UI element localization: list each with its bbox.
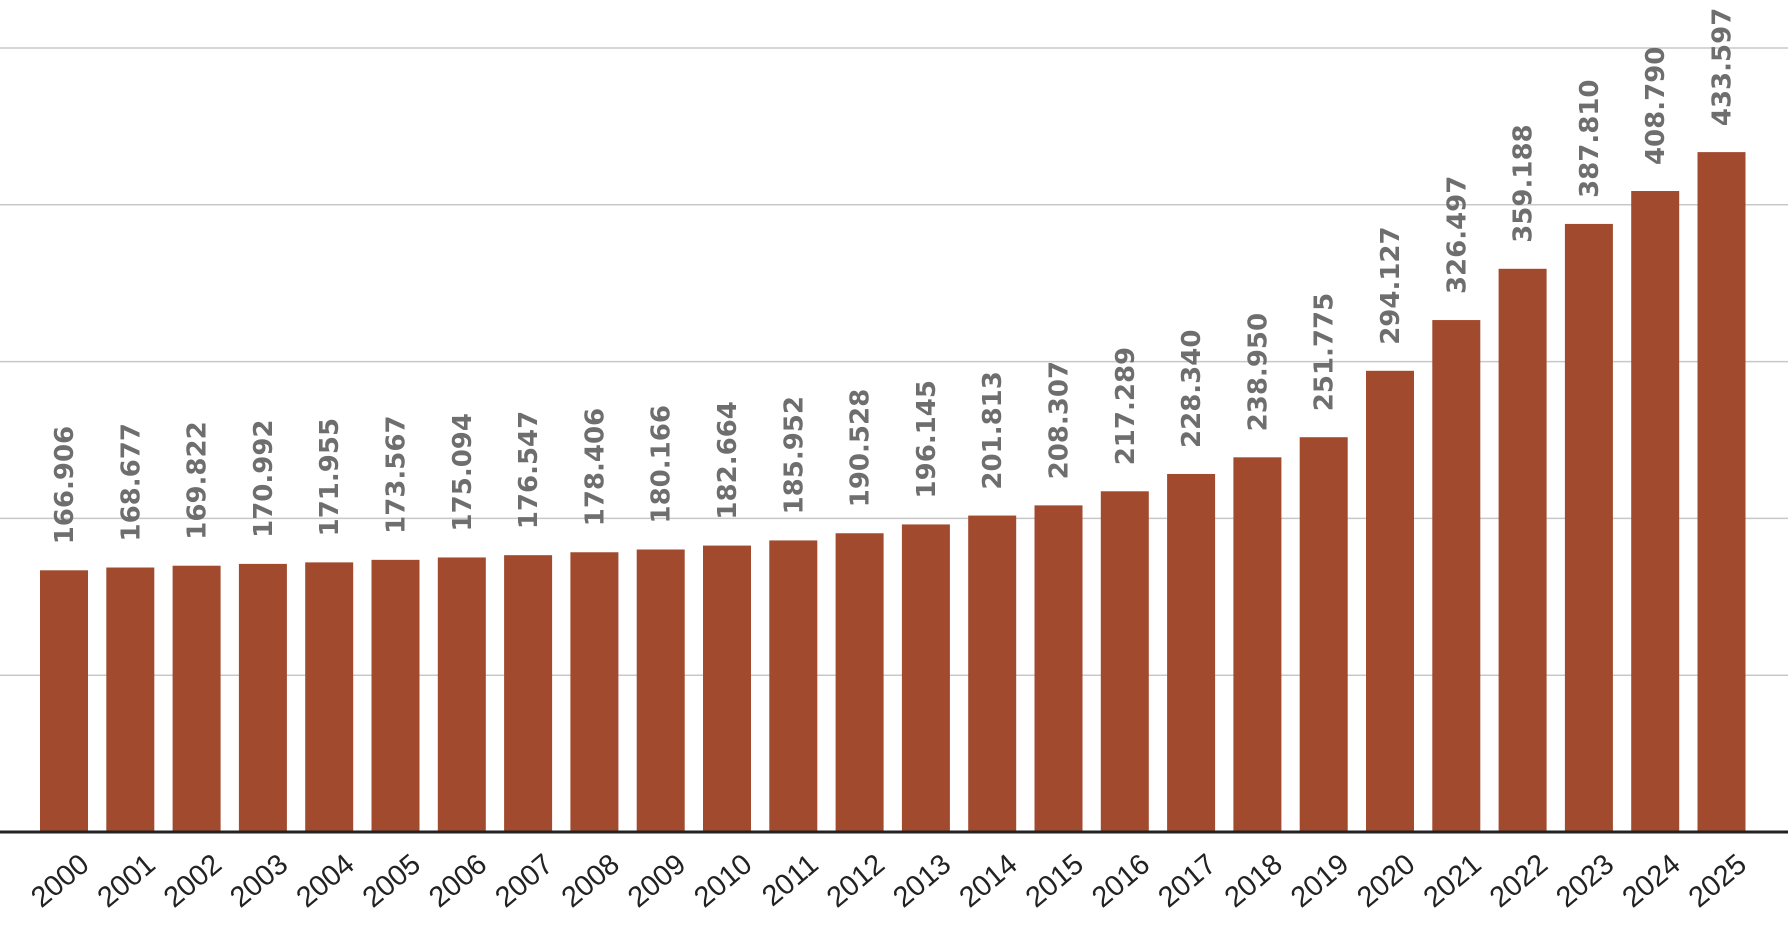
x-tick-label-2010: 2010: [688, 848, 758, 914]
x-tick-labels: 2000200120022003200420052006200720082009…: [25, 848, 1752, 914]
data-label-2025: 433.597: [1708, 8, 1738, 126]
x-tick-label-2021: 2021: [1418, 848, 1488, 914]
data-label-2021: 326.497: [1442, 176, 1472, 294]
x-tick-label-2014: 2014: [954, 848, 1024, 914]
x-tick-label-2022: 2022: [1484, 848, 1554, 914]
bar-2017: [1167, 473, 1216, 832]
data-label-2017: 228.340: [1177, 330, 1207, 448]
data-label-2016: 217.289: [1111, 347, 1141, 465]
bar-2019: [1299, 437, 1348, 832]
x-tick-label-2019: 2019: [1285, 848, 1355, 914]
x-tick-label-2015: 2015: [1020, 848, 1090, 914]
bar-2010: [703, 545, 751, 832]
bar-2011: [769, 540, 818, 832]
data-label-2010: 182.664: [713, 401, 743, 519]
x-tick-label-2018: 2018: [1219, 848, 1289, 914]
bar-2013: [901, 524, 950, 832]
data-label-2014: 201.813: [978, 371, 1008, 489]
bar-2014: [968, 515, 1017, 832]
x-tick-label-2001: 2001: [92, 848, 162, 914]
data-label-2005: 173.567: [382, 415, 412, 533]
x-tick-label-2009: 2009: [622, 848, 692, 914]
bar-2002: [172, 565, 221, 832]
x-tick-label-2017: 2017: [1152, 848, 1222, 914]
bar-2009: [636, 549, 685, 832]
bar-2003: [238, 563, 287, 832]
x-tick-label-2002: 2002: [158, 848, 228, 914]
x-tick-label-2016: 2016: [1086, 848, 1156, 914]
data-label-2020: 294.127: [1376, 226, 1406, 344]
data-label-2002: 169.822: [183, 421, 213, 539]
x-tick-label-2003: 2003: [224, 848, 294, 914]
bar-2008: [570, 552, 619, 832]
bar-2006: [437, 557, 486, 832]
x-tick-label-2024: 2024: [1617, 848, 1687, 914]
x-tick-label-2005: 2005: [357, 848, 427, 914]
bar-2004: [305, 562, 354, 832]
bar-2024: [1631, 191, 1680, 832]
x-tick-label-2007: 2007: [489, 848, 559, 914]
data-label-2024: 408.790: [1641, 47, 1671, 165]
data-label-2019: 251.775: [1310, 293, 1340, 411]
x-tick-label-2023: 2023: [1550, 848, 1620, 914]
bars: [40, 152, 1746, 833]
x-tick-label-2020: 2020: [1351, 848, 1421, 914]
data-label-2000: 166.906: [50, 426, 80, 544]
data-label-2018: 238.950: [1243, 313, 1273, 431]
bar-2025: [1697, 152, 1746, 833]
data-label-2004: 171.955: [315, 418, 345, 536]
data-label-2013: 196.145: [912, 380, 942, 498]
bar-2018: [1233, 457, 1282, 832]
gridlines: [0, 47, 1788, 676]
x-tick-label-2008: 2008: [556, 848, 626, 914]
bar-2021: [1432, 320, 1481, 832]
data-label-2008: 178.406: [580, 408, 610, 526]
data-label-2023: 387.810: [1575, 79, 1605, 197]
bar-2000: [40, 570, 88, 832]
data-label-2007: 176.547: [514, 411, 544, 529]
bar-2020: [1366, 370, 1414, 832]
x-tick-label-2011: 2011: [756, 848, 824, 913]
data-label-2001: 168.677: [116, 423, 146, 541]
x-tick-label-2000: 2000: [25, 848, 95, 914]
data-label-2015: 208.307: [1045, 361, 1075, 479]
data-label-2012: 190.528: [846, 389, 876, 507]
x-tick-label-2006: 2006: [423, 848, 493, 914]
bar-2023: [1564, 223, 1613, 832]
x-tick-label-2012: 2012: [821, 848, 891, 914]
x-tick-label-2025: 2025: [1683, 848, 1753, 914]
x-tick-label-2013: 2013: [887, 848, 957, 914]
bar-2012: [835, 533, 884, 832]
bar-2015: [1034, 505, 1083, 832]
data-label-2022: 359.188: [1509, 124, 1539, 242]
bar-2005: [371, 559, 420, 832]
bar-2022: [1498, 268, 1547, 832]
data-label-2006: 175.094: [448, 413, 478, 531]
data-label-2003: 170.992: [249, 419, 279, 537]
data-label-2011: 185.952: [779, 396, 809, 514]
x-tick-label-2004: 2004: [291, 848, 361, 914]
bar-2007: [504, 555, 553, 832]
bar-2016: [1100, 491, 1149, 832]
bar-2001: [106, 567, 155, 832]
data-label-2009: 180.166: [647, 405, 677, 523]
data-labels: 166.906 168.677 169.822 170.992 171.955 173.5…: [50, 8, 1738, 545]
